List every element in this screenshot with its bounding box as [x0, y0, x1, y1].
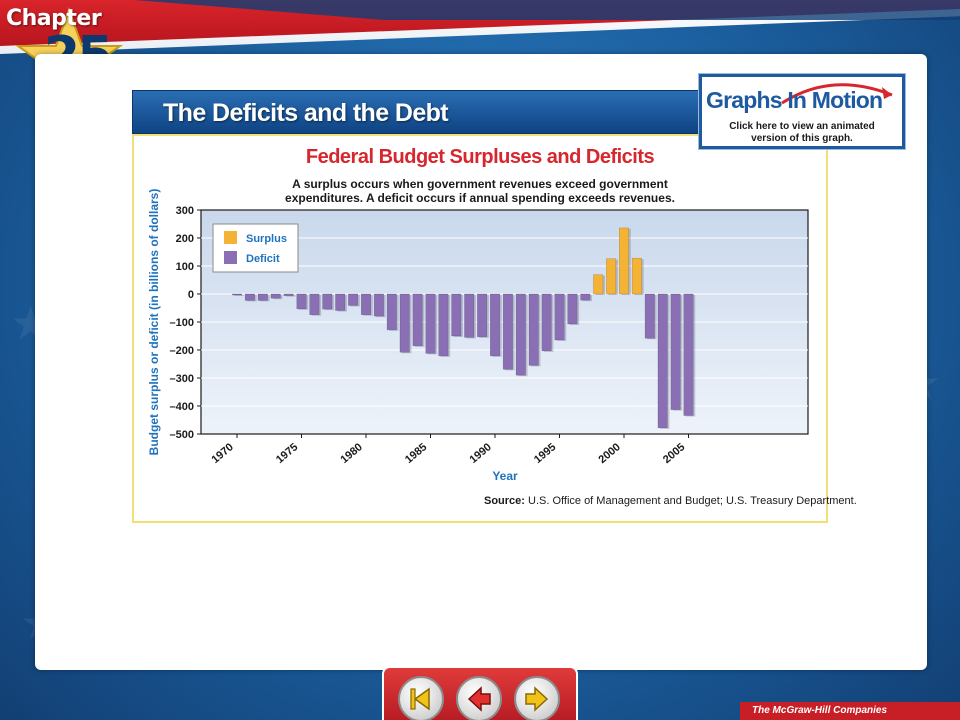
x-tick-label: 2005: [661, 441, 687, 466]
bars: [232, 227, 696, 429]
deficit-bar: [683, 293, 694, 416]
deficit-bar: [399, 293, 410, 353]
surplus-bar: [619, 227, 629, 295]
x-tick-label: 1975: [274, 441, 300, 466]
y-tick-label: –400: [170, 401, 194, 413]
deficit-bar: [502, 293, 513, 370]
y-tick-label: 100: [176, 261, 194, 273]
legend-deficit-label: Deficit: [246, 253, 280, 265]
deficit-bar: [348, 293, 359, 306]
deficit-bar: [244, 293, 255, 301]
x-tick-label: 1970: [209, 441, 235, 466]
y-tick-label: 300: [176, 205, 194, 217]
source-note: Source: U.S. Office of Management and Bu…: [484, 495, 857, 507]
y-tick-label: –100: [170, 317, 194, 329]
y-tick-label: 200: [176, 233, 194, 245]
motion-arc-icon: [781, 83, 893, 105]
deficit-bar: [232, 293, 242, 296]
deficit-bar: [270, 293, 281, 299]
x-tick-label: 1985: [403, 441, 429, 466]
deficit-bar: [490, 293, 500, 357]
legend: Surplus Deficit: [212, 223, 299, 273]
back-to-start-icon: [410, 687, 430, 711]
graphs-in-motion-title: Graphs In Motion: [706, 87, 883, 113]
deficit-bar: [386, 293, 397, 331]
slide-title: The Deficits and the Debt: [163, 99, 449, 127]
deficit-bar: [464, 293, 475, 338]
deficit-bar: [322, 293, 333, 310]
navigation-bar: [382, 666, 578, 720]
deficit-bar: [296, 293, 307, 310]
deficit-bar: [373, 293, 384, 317]
first-slide-button[interactable]: [398, 676, 444, 720]
y-tick-label: –500: [170, 429, 194, 441]
y-tick-label: –300: [170, 373, 194, 385]
deficit-bar: [554, 293, 565, 341]
surplus-bar: [593, 274, 604, 295]
y-tick-labels: 300 200 100 0 –100 –200 –300 –400 –500: [170, 205, 201, 441]
y-axis-label: Budget surplus or deficit (in billions o…: [147, 189, 161, 456]
deficit-bar: [309, 293, 320, 315]
header-ribbon-navy: [134, 0, 960, 20]
legend-deficit-swatch: [224, 251, 237, 264]
deficit-bar: [528, 293, 539, 366]
deficit-bar: [657, 293, 668, 429]
previous-slide-button[interactable]: [456, 676, 502, 720]
deficit-bar: [644, 293, 655, 339]
publisher-name: The McGraw-Hill Companies: [752, 705, 888, 716]
deficit-bar: [335, 293, 346, 311]
deficit-bar: [477, 293, 488, 338]
x-tick-label: 1990: [467, 441, 493, 466]
x-tick-label: 1995: [532, 441, 558, 466]
chapter-label: Chapter: [6, 6, 102, 31]
x-tick-label: 2000: [596, 441, 622, 466]
deficit-bar: [412, 293, 423, 347]
y-tick-label: 0: [188, 289, 194, 301]
next-slide-button[interactable]: [514, 676, 560, 720]
bar-shadow: [234, 295, 244, 296]
graphs-in-motion-line2: version of this graph.: [751, 133, 853, 144]
bar-shadow: [285, 295, 296, 297]
source-text: U.S. Office of Management and Budget; U.…: [528, 495, 857, 507]
legend-surplus-swatch: [224, 231, 237, 244]
graphs-in-motion-line1: Click here to view an animated: [729, 121, 875, 132]
graphs-in-motion-button[interactable]: Graphs In Motion Click here to view an a…: [699, 74, 905, 149]
surplus-bar: [631, 257, 642, 295]
deficit-bar: [567, 293, 578, 325]
deficit-bar: [283, 293, 294, 296]
left-arrow-icon: [467, 686, 491, 712]
surplus-bar: [606, 258, 617, 295]
deficit-bar: [361, 293, 371, 315]
legend-surplus-label: Surplus: [246, 233, 287, 245]
source-label: Source:: [484, 495, 525, 507]
deficit-bar: [451, 293, 462, 337]
deficit-bar: [670, 293, 681, 410]
right-arrow-icon: [525, 686, 549, 712]
x-tick-label: 1980: [338, 441, 364, 466]
y-tick-label: –200: [170, 345, 194, 357]
x-axis-label: Year: [492, 469, 518, 483]
chart-subtitle-line2: expenditures. A deficit occurs if annual…: [285, 191, 675, 205]
deficit-bar: [580, 293, 591, 301]
chart-title: Federal Budget Surpluses and Deficits: [305, 146, 655, 168]
deficit-bar: [425, 293, 436, 354]
deficit-bar: [257, 293, 268, 301]
x-tick-labels: 1970 1975 1980 1985 1990 1995 2000 2005: [209, 434, 689, 466]
deficit-bar: [438, 293, 449, 357]
deficit-bar: [515, 293, 526, 376]
chart-subtitle-line1: A surplus occurs when government revenue…: [292, 177, 668, 191]
deficit-bar: [541, 293, 552, 352]
publisher-bar: The McGraw-Hill Companies: [740, 702, 960, 720]
